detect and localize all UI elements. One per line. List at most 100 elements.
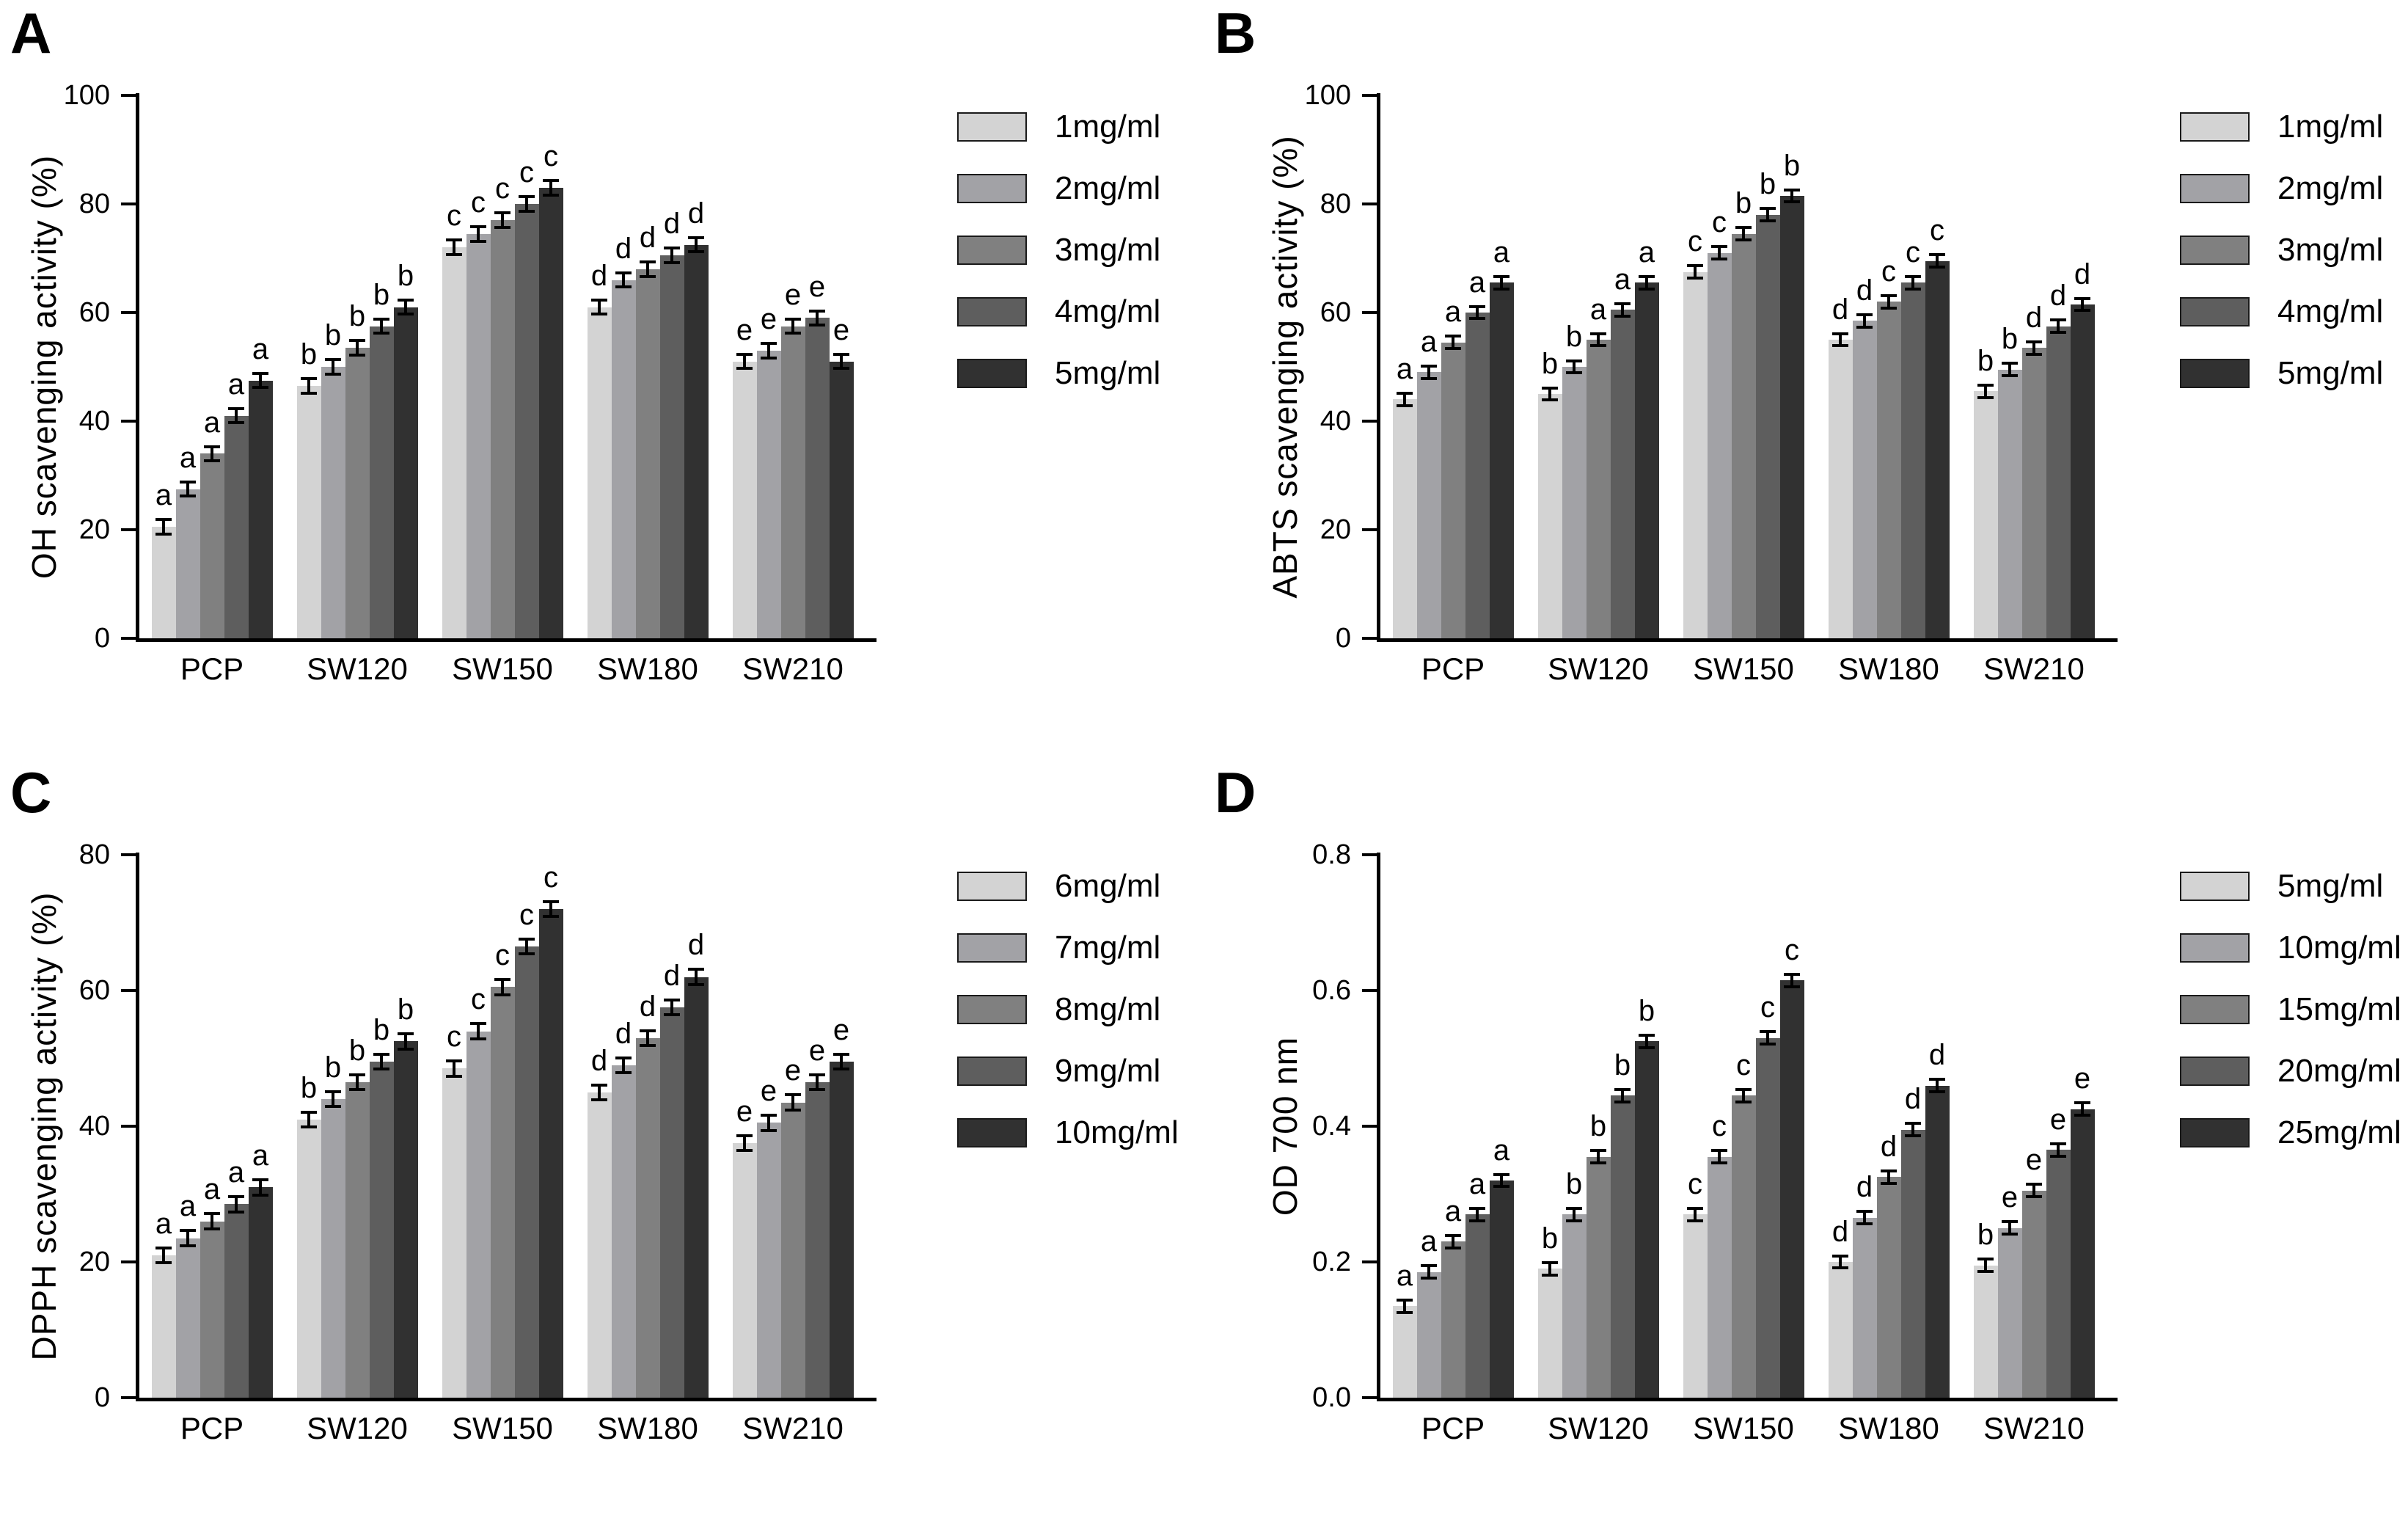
panel-d-error-bar-cap-top	[1760, 1030, 1776, 1034]
panel-a-error-bar-cap-bottom	[494, 226, 510, 230]
panel-c-bar	[538, 909, 563, 1398]
panel-a-sig-letter: b	[300, 338, 318, 371]
panel-a-error-bar-cap-top	[301, 377, 317, 381]
panel-a-sig-letter: b	[373, 278, 390, 311]
panel-c-error-bar-line	[695, 970, 698, 984]
panel-c-sig-letter: d	[615, 1017, 632, 1050]
panel-d-y-tick-label: 0.8	[1312, 839, 1351, 870]
panel-b-legend-label: 2mg/ml	[2277, 170, 2384, 206]
panel-c-error-bar-line	[380, 1054, 383, 1069]
panel-d-error-bar-line	[1573, 1208, 1576, 1220]
panel-d-bar	[1876, 1177, 1901, 1398]
panel-a-y-tick-mark	[121, 94, 136, 97]
panel-c-y-tick-mark	[121, 853, 136, 856]
panel-c-error-bar-cap-bottom	[785, 1108, 801, 1112]
panel-c-error-bar-cap-top	[615, 1056, 632, 1059]
panel-d-error-bar-cap-top	[1832, 1254, 1848, 1258]
panel-b-bar	[1755, 214, 1780, 638]
panel-d-sig-letter: b	[1977, 1219, 1994, 1252]
panel-d-sig-letter: a	[1444, 1194, 1462, 1227]
panel-a-x-tick-label: SW180	[597, 652, 698, 686]
panel-b-error-bar-line	[2057, 321, 2060, 332]
panel-b-error-bar-cap-bottom	[1881, 306, 1897, 310]
panel-c-y-tick-mark	[121, 1396, 136, 1399]
panel-b-bar	[1925, 260, 1950, 638]
panel-a-bar	[175, 489, 200, 638]
panel-a-error-bar-cap-bottom	[543, 193, 559, 197]
panel-d-error-bar-line	[1839, 1256, 1842, 1268]
panel-c-sig-letter: a	[179, 1190, 197, 1223]
panel-b-legend-swatch	[2180, 174, 2250, 203]
panel-c-error-bar-line	[840, 1054, 843, 1069]
panel-a-error-bar-line	[453, 241, 455, 255]
panel-d-error-bar-line	[1742, 1090, 1745, 1101]
panel-a-error-bar-line	[840, 354, 843, 368]
panel-c-error-bar-line	[767, 1116, 770, 1130]
panel-a-legend-item: 3mg/ml	[957, 232, 1160, 269]
panel-b-sig-letter: c	[1930, 214, 1944, 247]
panel-c-error-bar-cap-bottom	[470, 1037, 486, 1040]
panel-c-error-bar-cap-bottom	[180, 1244, 196, 1247]
panel-c-legend-item: 9mg/ml	[957, 1053, 1160, 1090]
panel-a-bar	[490, 220, 515, 638]
panel-d-legend-item: 10mg/ml	[2180, 930, 2401, 966]
panel-b-y-tick-label: 100	[1304, 80, 1351, 111]
panel-c-error-bar-line	[743, 1136, 746, 1150]
panel-b-sig-letter: d	[2049, 280, 2067, 313]
panel-a-y-tick-label: 100	[63, 80, 110, 111]
panel-a-x-tick-label: PCP	[180, 652, 244, 686]
panel-d-bar	[1465, 1214, 1490, 1398]
panel-d-error-bar-line	[1863, 1212, 1866, 1224]
panel-a-x-axis-line	[136, 638, 877, 642]
panel-d-bar	[1731, 1095, 1756, 1398]
panel-b-error-bar-cap-bottom	[1784, 200, 1800, 204]
panel-a-error-bar-cap-top	[325, 358, 341, 362]
panel-c-sig-letter: d	[639, 990, 656, 1023]
panel-a-y-tick-mark	[121, 311, 136, 314]
panel-b-error-bar-cap-top	[2050, 318, 2066, 322]
panel-b-error-bar-line	[1790, 190, 1793, 202]
panel-b-sig-letter: b	[1541, 347, 1559, 380]
panel-b-sig-letter: d	[1831, 293, 1849, 326]
panel-d-bar	[1755, 1037, 1780, 1398]
panel-d-x-tick-label: SW180	[1838, 1411, 1939, 1445]
panel-d-error-bar-cap-top	[1881, 1169, 1897, 1172]
panel-d-error-bar-cap-bottom	[1760, 1043, 1776, 1046]
panel-c-error-bar-cap-top	[543, 900, 559, 903]
panel-c-error-bar-cap-top	[446, 1059, 462, 1063]
panel-a-error-bar-cap-top	[736, 352, 753, 356]
panel-c-error-bar-line	[186, 1231, 189, 1245]
panel-b-y-tick-mark	[1362, 311, 1377, 314]
panel-d-error-bar-cap-top	[1711, 1149, 1727, 1153]
panel-b-error-bar-cap-bottom	[1566, 371, 1582, 375]
panel-b-error-bar-cap-bottom	[1493, 287, 1509, 291]
panel-d-bar	[1416, 1271, 1441, 1398]
panel-d-bar	[1997, 1227, 2022, 1398]
panel-b-error-bar-cap-top	[2026, 340, 2042, 343]
panel-d-bar	[1610, 1095, 1635, 1398]
panel-d-error-bar-cap-bottom	[1881, 1181, 1897, 1185]
panel-a-sig-letter: b	[348, 300, 366, 333]
panel-a-error-bar-cap-top	[688, 236, 704, 239]
panel-c-sig-letter: d	[663, 959, 681, 992]
panel-d-error-bar-cap-top	[2026, 1183, 2042, 1186]
panel-d-error-bar-line	[1694, 1208, 1697, 1220]
panel-d-sig-letter: d	[1831, 1215, 1849, 1248]
panel-b-sig-letter: b	[1759, 168, 1776, 201]
panel-b-error-bar-cap-top	[1856, 313, 1873, 316]
panel-a-error-bar-cap-top	[228, 406, 244, 410]
panel-a-legend-swatch	[957, 112, 1027, 142]
panel-c-error-bar-line	[235, 1197, 238, 1211]
panel-b-sig-letter: a	[1396, 353, 1413, 385]
panel-c-y-tick-mark	[121, 989, 136, 992]
panel-d-error-bar-line	[1500, 1175, 1503, 1186]
panel-c-error-bar-line	[404, 1034, 407, 1048]
panel-c-y-axis-line	[136, 853, 139, 1401]
panel-c-bar	[490, 987, 515, 1398]
panel-a-error-bar-line	[743, 354, 746, 368]
panel-a-legend-swatch	[957, 359, 1027, 388]
panel-a-error-bar-cap-bottom	[688, 250, 704, 254]
panel-a-error-bar-cap-top	[398, 298, 414, 302]
panel-a-sig-letter: b	[324, 319, 342, 352]
panel-a-y-tick-mark	[121, 528, 136, 531]
